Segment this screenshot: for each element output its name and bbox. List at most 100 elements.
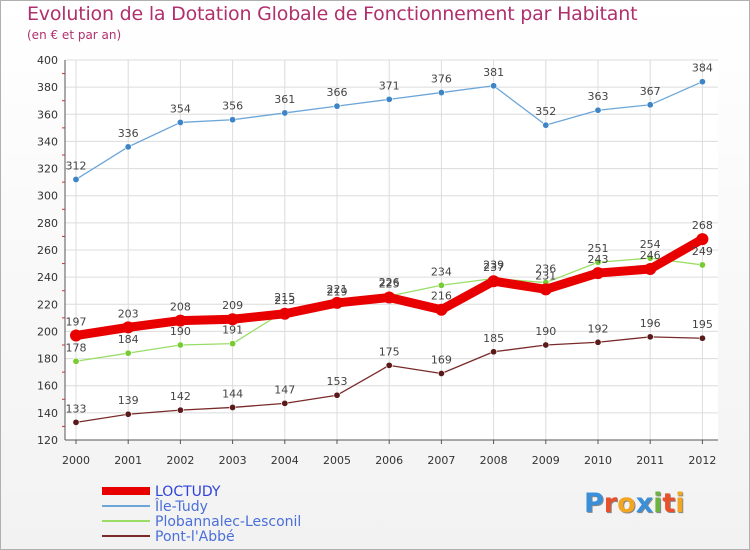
y-tick-label: 340 — [37, 135, 58, 148]
series-point-2 — [594, 258, 602, 266]
data-label: 216 — [431, 290, 452, 303]
logo-letter: o — [617, 488, 636, 519]
data-label: 213 — [274, 294, 295, 307]
y-tick-label: 300 — [37, 190, 58, 203]
data-label: 367 — [640, 85, 661, 98]
data-label: 231 — [535, 269, 556, 282]
series-point-1 — [542, 121, 550, 129]
series-point-0 — [331, 296, 343, 309]
data-label: 208 — [170, 301, 191, 314]
series-point-2 — [646, 254, 654, 262]
series-point-0 — [278, 307, 291, 320]
data-label: 191 — [222, 324, 243, 337]
series-point-3 — [437, 369, 445, 377]
data-label: 246 — [640, 249, 661, 262]
data-label: 268 — [692, 219, 713, 232]
series-point-3 — [176, 406, 184, 414]
x-tick-label: 2000 — [62, 454, 90, 467]
data-label: 236 — [535, 263, 556, 276]
data-label: 215 — [274, 291, 295, 304]
data-label: 133 — [66, 402, 87, 415]
logo-letter: i — [653, 488, 663, 519]
legend-label: LOCTUDY — [155, 484, 221, 500]
x-tick-label: 2001 — [114, 454, 142, 467]
data-label: 196 — [640, 317, 661, 330]
series-point-3 — [281, 399, 289, 407]
series-point-0 — [174, 314, 187, 327]
series-point-1 — [385, 95, 393, 103]
series-point-3 — [72, 418, 80, 426]
series-point-3 — [646, 333, 654, 341]
x-tick-label: 2007 — [427, 454, 455, 467]
y-tick-label: 260 — [37, 244, 58, 257]
data-label: 178 — [66, 341, 87, 354]
data-label: 203 — [118, 307, 139, 320]
data-label: 254 — [640, 238, 661, 251]
x-tick-label: 2004 — [271, 454, 299, 467]
series-point-3 — [124, 410, 132, 418]
x-tick-label: 2009 — [532, 454, 560, 467]
data-label: 243 — [588, 253, 609, 266]
y-tick-label: 120 — [37, 434, 58, 447]
data-label: 356 — [222, 100, 243, 113]
data-label: 184 — [118, 333, 139, 346]
series-point-1 — [333, 102, 341, 110]
data-label: 336 — [118, 127, 139, 140]
series-point-1 — [490, 82, 498, 90]
series-point-3 — [542, 341, 550, 349]
data-label: 190 — [535, 325, 556, 338]
series-point-1 — [229, 116, 237, 124]
legend-label: Plobannalec-Lesconil — [155, 514, 301, 530]
y-tick-label: 280 — [37, 217, 58, 230]
data-label: 197 — [66, 316, 87, 329]
data-label: 195 — [692, 318, 713, 331]
y-tick-label: 160 — [37, 380, 58, 393]
data-label: 234 — [431, 265, 452, 278]
series-point-1 — [176, 118, 184, 126]
x-tick-label: 2006 — [375, 454, 403, 467]
y-tick-label: 180 — [37, 353, 58, 366]
data-label: 354 — [170, 102, 191, 115]
data-label: 376 — [431, 73, 452, 86]
series-point-0 — [70, 329, 82, 342]
series-point-1 — [124, 143, 132, 151]
series-point-2 — [176, 341, 184, 349]
data-label: 384 — [692, 62, 713, 75]
data-label: 209 — [222, 299, 243, 312]
data-label: 312 — [66, 159, 87, 172]
x-tick-label: 2012 — [688, 454, 716, 467]
series-point-3 — [490, 348, 498, 356]
series-point-3 — [333, 391, 341, 399]
x-tick-label: 2002 — [166, 454, 194, 467]
data-label: 147 — [274, 383, 295, 396]
y-tick-label: 220 — [37, 298, 58, 311]
data-label: 251 — [588, 242, 609, 255]
legend-label: Pont-l'Abbé — [155, 529, 235, 545]
y-tick-label: 200 — [37, 325, 58, 338]
y-tick-label: 240 — [37, 271, 58, 284]
y-tick-label: 320 — [37, 163, 58, 176]
series-point-2 — [72, 357, 80, 365]
series-point-2 — [124, 349, 132, 357]
data-label: 239 — [483, 259, 504, 272]
series-point-0 — [696, 233, 709, 246]
data-label: 169 — [431, 354, 452, 367]
series-point-3 — [385, 361, 393, 369]
logo-letter: r — [603, 488, 618, 519]
y-tick-label: 140 — [37, 407, 58, 420]
series-point-0 — [122, 321, 135, 334]
x-tick-label: 2005 — [323, 454, 351, 467]
series-point-0 — [226, 313, 239, 326]
chart-title: Evolution de la Dotation Globale de Fonc… — [27, 3, 638, 25]
series-point-2 — [698, 261, 706, 269]
logo-letter: i — [675, 488, 685, 519]
x-tick-label: 2010 — [584, 454, 612, 467]
series-point-3 — [229, 403, 237, 411]
series-point-1 — [72, 175, 80, 183]
series-point-1 — [281, 109, 289, 117]
x-tick-label: 2008 — [480, 454, 508, 467]
data-label: 363 — [588, 90, 609, 103]
proxiti-logo: Proxiti — [584, 488, 685, 519]
series-point-0 — [644, 263, 657, 275]
